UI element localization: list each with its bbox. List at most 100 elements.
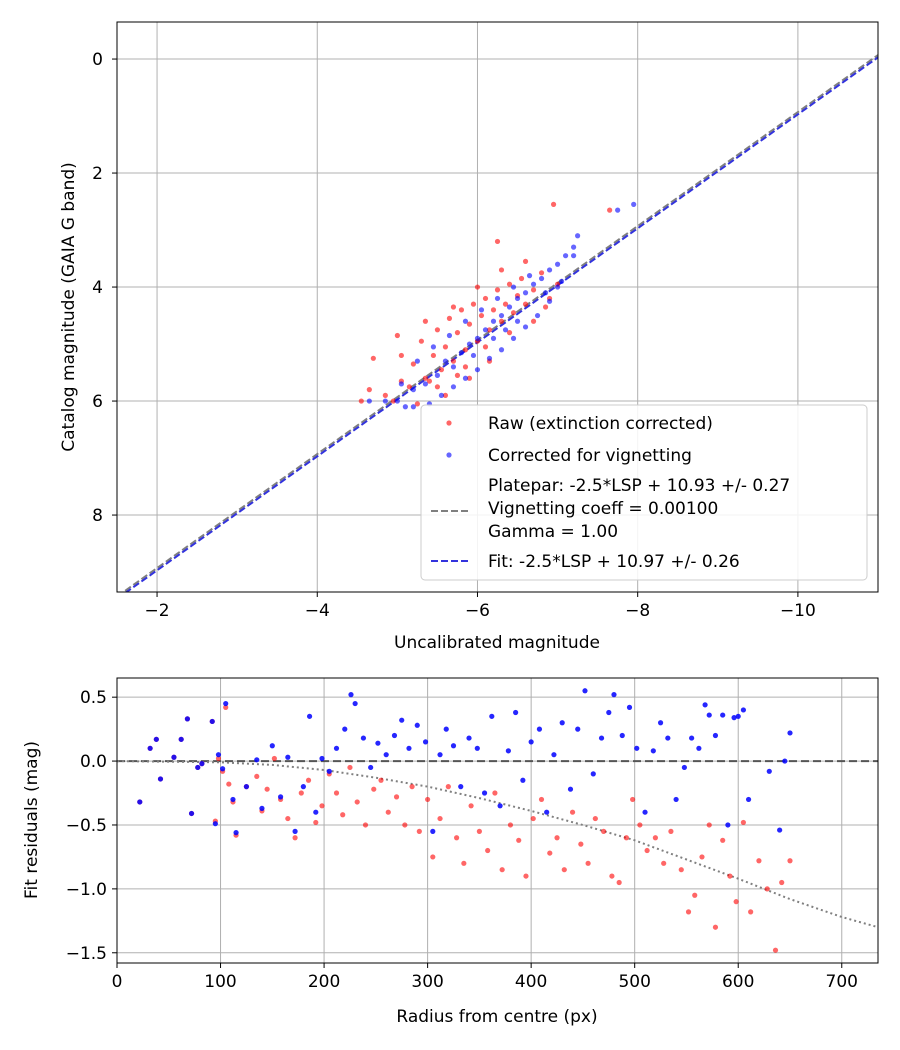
corrected-point — [510, 284, 517, 290]
corrected-residual-point — [212, 821, 218, 827]
corrected-point — [462, 375, 469, 381]
corrected-point — [514, 295, 521, 302]
corrected-residual-point — [269, 743, 275, 749]
corrected-point — [502, 327, 509, 333]
bottom-y-tick-label: −1.5 — [66, 944, 107, 964]
raw-residual-point — [699, 854, 705, 860]
corrected-residual-point — [368, 764, 374, 771]
corrected-residual-point — [391, 732, 398, 739]
corrected-point — [571, 244, 577, 250]
raw-residual-point — [298, 790, 304, 796]
raw-point — [466, 321, 473, 327]
bottom-y-tick-label: −0.5 — [66, 816, 107, 836]
corrected-residual-point — [766, 768, 772, 774]
corrected-point — [414, 358, 420, 364]
corrected-point — [510, 335, 517, 341]
top-y-axis-label: Catalog magnitude (GAIA G band) — [59, 162, 79, 452]
raw-residual-point — [378, 777, 384, 783]
raw-residual-point — [215, 755, 222, 762]
corrected-residual-point — [254, 757, 260, 763]
corrected-point — [422, 381, 429, 387]
top-y-tick-label: 4 — [92, 278, 103, 298]
corrected-residual-point — [745, 796, 752, 803]
corrected-point — [442, 358, 449, 364]
raw-residual-point — [292, 835, 298, 841]
raw-residual-point — [601, 828, 607, 834]
raw-point — [462, 347, 469, 353]
corrected-residual-point — [306, 713, 313, 719]
raw-residual-point — [678, 867, 684, 873]
raw-point — [538, 270, 545, 276]
raw-residual-point — [393, 794, 400, 800]
raw-residual-point — [706, 822, 712, 828]
corrected-residual-point — [153, 736, 159, 742]
corrected-residual-point — [220, 766, 226, 772]
raw-point — [370, 355, 376, 361]
corrected-residual-point — [199, 761, 205, 767]
raw-residual-point — [616, 879, 622, 886]
corrected-point — [466, 341, 473, 347]
top-line-fit — [124, 56, 878, 592]
bottom-x-axis-label: Radius from centre (px) — [396, 1007, 597, 1027]
corrected-point — [631, 201, 637, 207]
corrected-point — [458, 350, 465, 356]
bottom-x-tick-label: 700 — [826, 972, 858, 992]
corrected-residual-point — [466, 735, 472, 741]
corrected-residual-point — [437, 752, 443, 758]
raw-residual-point — [727, 873, 733, 879]
raw-point — [382, 392, 388, 398]
raw-residual-point — [485, 847, 491, 854]
bottom-x-tick-label: 300 — [411, 972, 443, 992]
corrected-residual-point — [634, 745, 640, 751]
corrected-residual-point — [650, 748, 656, 754]
raw-residual-point — [692, 892, 698, 898]
raw-residual-point — [569, 809, 576, 815]
top-y-tick-label: 2 — [92, 164, 103, 184]
top-axis-ticks: −2 −4 −6 −8 −10 0 2 4 6 8 — [92, 50, 816, 621]
raw-point — [482, 295, 489, 302]
corrected-residual-point — [342, 726, 348, 732]
raw-residual-point — [264, 786, 270, 792]
corrected-residual-point — [450, 743, 457, 749]
raw-point — [358, 398, 364, 404]
corrected-residual-point — [657, 720, 664, 726]
corrected-residual-point — [277, 794, 284, 800]
corrected-residual-point — [292, 828, 298, 834]
raw-point — [450, 358, 457, 364]
top-x-tick-label: −6 — [465, 601, 490, 621]
top-x-tick-label: −4 — [305, 601, 330, 621]
raw-point — [450, 304, 457, 310]
corrected-residual-point — [528, 739, 534, 745]
corrected-residual-point — [443, 726, 449, 732]
corrected-point — [434, 372, 441, 378]
corrected-point — [498, 312, 505, 319]
corrected-point — [398, 381, 404, 387]
raw-residual-point — [720, 837, 726, 843]
raw-residual-point — [630, 796, 636, 803]
raw-residual-point — [445, 784, 451, 790]
raw-residual-point — [740, 819, 747, 826]
corrected-point — [450, 384, 457, 390]
corrected-residual-point — [665, 735, 671, 741]
corrected-residual-point — [215, 752, 222, 758]
raw-point — [406, 384, 412, 390]
corrected-point — [470, 352, 477, 359]
raw-point — [366, 387, 372, 393]
raw-residual-point — [319, 803, 325, 809]
raw-point — [490, 307, 497, 313]
corrected-point — [474, 335, 481, 341]
bottom-x-tick-label: 0 — [112, 972, 123, 992]
legend-label-corrected: Corrected for vignetting — [488, 446, 692, 466]
legend-marker-corrected — [446, 452, 452, 458]
legend-label-platepar-3: Gamma = 1.00 — [488, 522, 618, 542]
corrected-point — [402, 404, 408, 410]
raw-residual-point — [476, 828, 482, 834]
corrected-point — [554, 261, 561, 267]
corrected-point — [534, 312, 541, 319]
corrected-residual-point — [782, 758, 788, 764]
corrected-residual-point — [171, 754, 177, 760]
corrected-residual-point — [360, 735, 367, 741]
raw-point — [398, 352, 404, 359]
corrected-point — [542, 290, 549, 296]
